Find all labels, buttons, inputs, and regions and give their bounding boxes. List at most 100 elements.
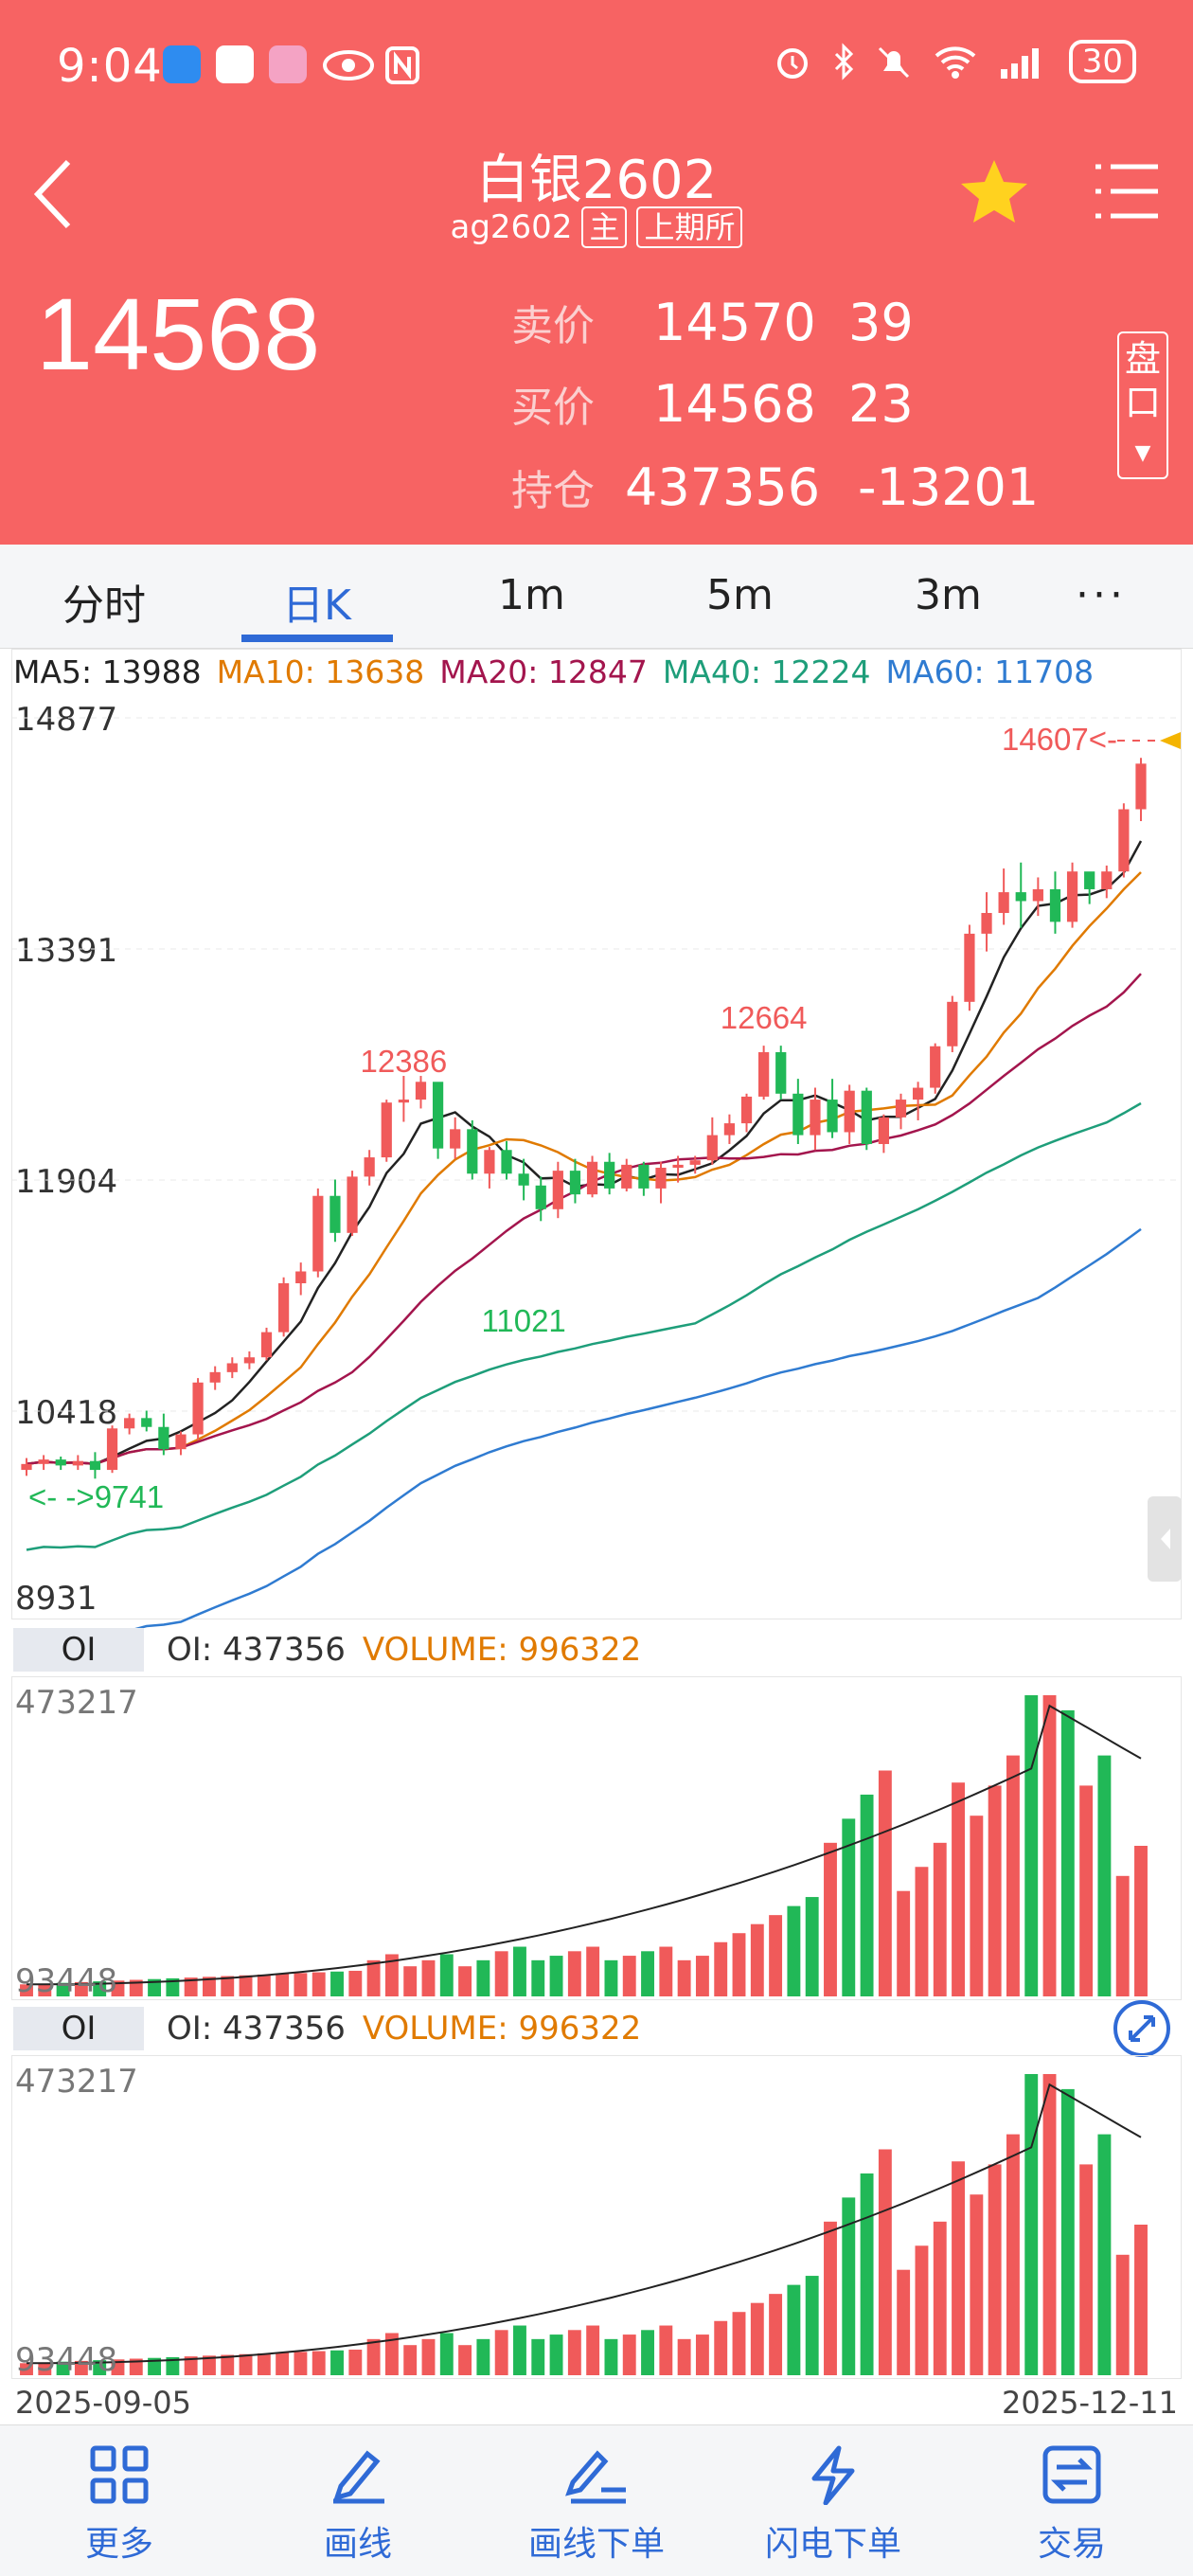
tab-1m[interactable]: 1m [498,571,565,619]
candle-body [501,1150,512,1174]
candle-body [432,1082,444,1149]
ma20-line [26,973,1142,1466]
volume-bar [1006,2134,1020,2375]
kline-chart-frame[interactable] [11,649,1182,1619]
candle-body [655,1168,667,1189]
ask-row: 卖价 14570 39 [511,292,914,352]
y-tick-4: 10418 [15,1394,118,1432]
volume-bar [586,1946,600,1996]
tab-more[interactable]: ··· [1076,571,1127,619]
candle-body [518,1173,529,1186]
nav-draw[interactable]: 画线 [263,2444,453,2566]
candle-body [38,1459,49,1464]
volume-bar [458,1966,472,1996]
candle-body [260,1332,273,1358]
expand-icon[interactable] [1112,1998,1172,2059]
candle-body [758,1052,770,1097]
nav-more[interactable]: 更多 [25,2444,214,2566]
volume-bar [604,1959,618,1996]
volume-panel-1 [11,1676,1182,2000]
volume-bar [824,1842,837,1996]
back-arrow-icon[interactable] [30,156,78,232]
volume-bar [641,1951,654,1996]
volume-bar [129,2358,143,2375]
volume-bar [384,1954,399,1996]
volume-bar [221,1976,235,1996]
tab-3m[interactable]: 3m [915,571,982,619]
volume-bar [366,1959,381,1996]
page-title: 白银2602 [475,150,718,211]
y-tick-2: 13391 [15,932,118,970]
volume-bar [659,1946,673,1996]
volume-bar [56,1982,70,1996]
volume-bar [20,2363,33,2375]
status-time: 9:04 [57,40,163,93]
volume-bar [294,1973,308,1996]
tab-timeshare[interactable]: 分时 [62,581,146,630]
volume-bar [421,1959,436,1996]
volume-bar [878,2149,892,2375]
tab-daily[interactable]: 日K [282,581,351,630]
volume-bar [860,1794,874,1996]
nav-draw-label: 画线 [323,2525,392,2564]
candle-body [775,1052,787,1094]
oi-selector-2[interactable]: OI [13,2007,144,2050]
order-book-toggle[interactable]: 盘口 ▼ [1117,331,1168,479]
order-book-label: 盘口 [1124,338,1161,423]
bluetooth-icon [834,43,853,80]
menu-icon[interactable] [1094,161,1160,222]
nav-trade[interactable]: 交易 [977,2444,1166,2566]
volume-bar [513,2325,526,2375]
wifi-icon [935,46,976,79]
candle-body [467,1129,478,1174]
volume-bar [1097,2134,1112,2375]
volume-bar [476,1959,490,1996]
star-icon[interactable] [958,156,1030,228]
ma20-label: MA20: 12847 [439,653,648,690]
volume-bar [513,1946,526,1996]
volume-bar [148,1978,162,1996]
volume-bar [952,2161,965,2375]
volume-bar [476,2338,490,2375]
volume-bar [641,2330,654,2375]
candle-body [124,1418,135,1429]
tab-5m[interactable]: 5m [706,571,774,619]
volume-bar [166,2356,180,2375]
volume-bar [312,1972,326,1996]
oi-line [26,2083,1142,2365]
ma60-label: MA60: 11708 [885,653,1095,690]
volume-bar [74,2360,88,2375]
candle-body [55,1459,66,1466]
candle-body [21,1463,32,1471]
volume-bar [1134,2225,1148,2375]
oi-selector-1[interactable]: OI [13,1628,144,1672]
candle-body [878,1117,889,1144]
candle-body [638,1164,650,1189]
candle-body [226,1363,238,1372]
volume-bar [897,1890,911,1996]
oi-readout-1: OI: 437356 [167,1631,346,1669]
chart-side-handle[interactable] [1148,1496,1182,1582]
candle-body [998,892,1009,913]
mute-icon [878,46,909,79]
candle-body [106,1428,118,1471]
volume-bar [348,1970,363,1996]
nav-draw-order[interactable]: 画线下单 [502,2444,691,2566]
candle-body [158,1426,169,1450]
end-date: 2025-12-11 [1002,2385,1178,2421]
oi-change: -13201 [858,456,1040,517]
volume-bar [221,2354,235,2375]
caret-down-icon: ▼ [1134,441,1151,465]
ma5-label: MA5: 13988 [13,653,202,690]
annotation-high-2: 12664 [721,1000,808,1035]
messages-app-icon [163,45,201,83]
volume-bar [239,2353,253,2375]
volume-bar [348,2349,363,2375]
nav-flash-order[interactable]: 闪电下单 [739,2444,928,2566]
oi-value: 437356 [625,456,821,517]
start-date: 2025-09-05 [15,2385,191,2421]
volume-bar [622,2334,636,2375]
nav-flash-order-label: 闪电下单 [764,2525,901,2564]
volume-bar [586,2325,600,2375]
status-right: 30 [774,40,1136,83]
